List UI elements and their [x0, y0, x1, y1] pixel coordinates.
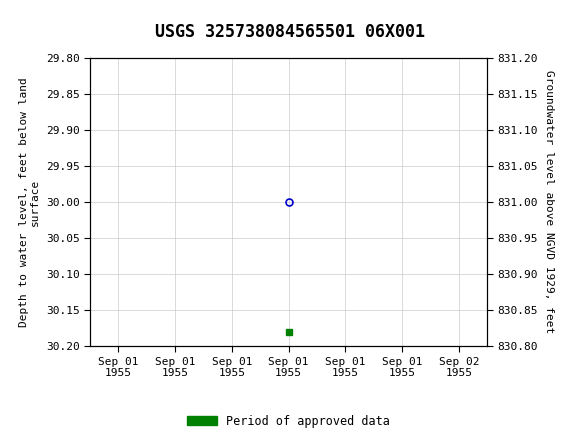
- Legend: Period of approved data: Period of approved data: [183, 410, 394, 430]
- Text: USGS: USGS: [22, 9, 64, 23]
- Y-axis label: Groundwater level above NGVD 1929, feet: Groundwater level above NGVD 1929, feet: [543, 71, 554, 334]
- Text: USGS 325738084565501 06X001: USGS 325738084565501 06X001: [155, 23, 425, 41]
- Y-axis label: Depth to water level, feet below land
surface: Depth to water level, feet below land su…: [19, 77, 40, 327]
